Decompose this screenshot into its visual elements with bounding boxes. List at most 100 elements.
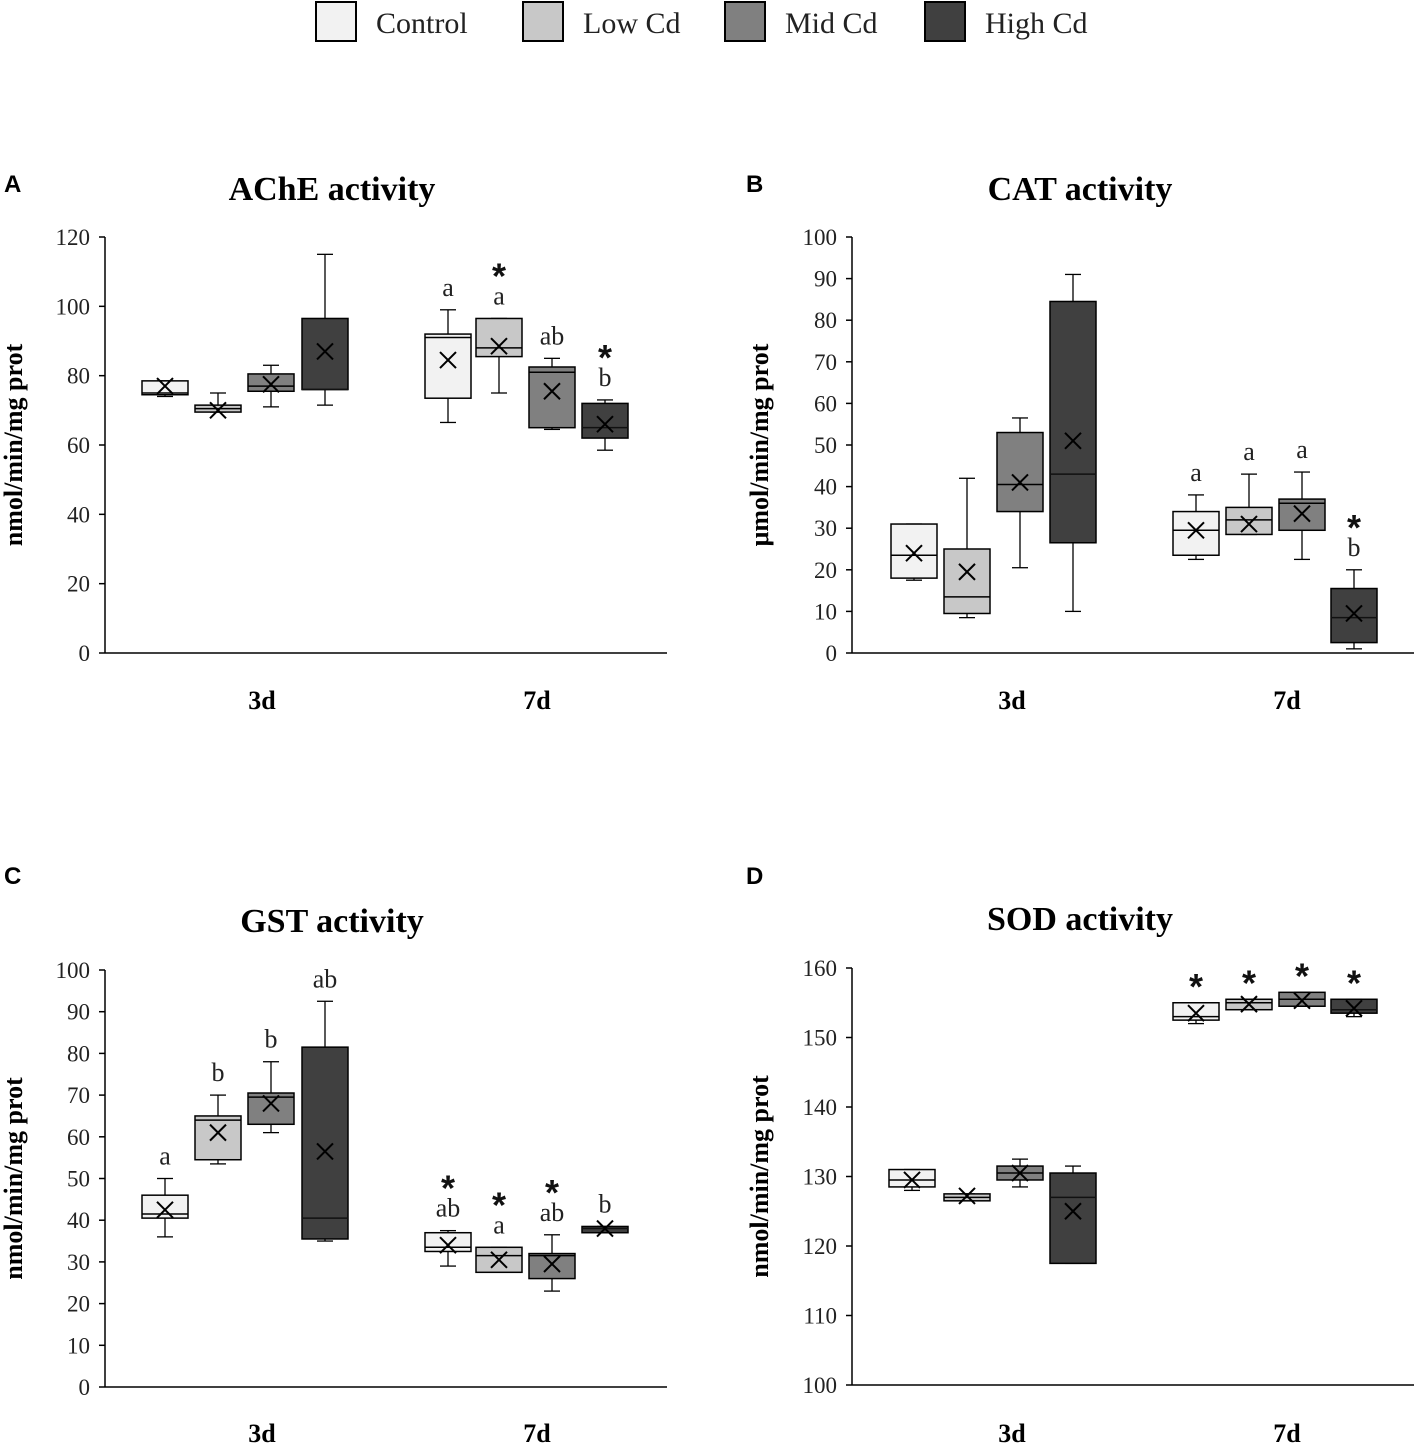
box-body [1172,510,1220,556]
significance-letter: b [265,1025,278,1054]
y-tick-label: 120 [803,1234,838,1259]
box-3d-1 [943,1187,991,1205]
box-body [1330,587,1378,644]
box-3d-1 [194,392,242,420]
significance-letter: ab [313,964,338,993]
significance-letter: a [159,1142,171,1171]
panel-letter: A [4,171,21,198]
significance-star: * [1347,962,1361,1003]
significance-letter: a [493,1210,505,1239]
significance-star: * [1189,966,1203,1007]
significance-letter: b [1348,533,1361,562]
box-3d-2 [996,417,1044,569]
y-axis-label: nmol/min/mg prot [745,1075,774,1278]
box-body [1172,1002,1220,1021]
mean-marker [958,1187,976,1205]
box-body [247,373,295,393]
mean-marker [1240,995,1258,1013]
significance-letter: ab [436,1194,461,1223]
y-axis-label: nmol/min/mg prot [0,1077,28,1280]
significance-star: * [492,1184,506,1225]
panel-c: C GST activity nmol/min/mg prot 0 10 20 30 40 50… [0,863,667,1443]
panel-b: B CAT activity μmol/min/mg prot 0 10 20 30 40 50… [745,171,1414,715]
legend-entry-3: High Cd [924,1,1088,42]
mean-marker [596,415,614,433]
mean-marker [1187,521,1205,539]
significance-letter: b [212,1058,225,1087]
y-tick-label: 80 [814,308,837,333]
mean-marker [905,544,923,562]
y-tick-label: 30 [814,516,837,541]
significance-star: * [1295,955,1309,996]
chart-panels: A AChE activity nmol/min/mg prot 0 20 40 60 80 1… [0,171,1414,1443]
y-tick-label: 40 [67,502,90,527]
box-3d-2: b [247,1025,295,1134]
y-tick-label: 30 [67,1250,90,1275]
y-tick-label: 20 [814,558,837,583]
box-3d-3: ab [301,964,349,1242]
box-7d-0: ab* [424,1168,472,1267]
y-tick-label: 10 [814,599,837,624]
mean-marker [1240,515,1258,533]
panel-letter: C [4,863,21,890]
y-tick-label: 150 [803,1026,838,1051]
y-tick-label: 110 [803,1304,837,1329]
box-body [301,317,349,391]
box-3d-2 [996,1158,1044,1188]
significance-star: * [492,255,506,296]
mean-marker [439,1236,457,1254]
box-3d-3 [301,253,349,406]
y-tick-label: 40 [814,475,837,500]
legend-swatch-3 [924,1,966,42]
significance-star: * [1347,507,1361,548]
mean-marker [209,401,227,420]
panel-letter: B [746,171,763,198]
chart-title: AChE activity [229,171,436,208]
mean-marker [1187,1004,1205,1022]
x-group-label: 7d [523,1419,551,1443]
mean-marker [903,1171,921,1189]
x-group-label: 3d [998,1419,1026,1443]
legend-entry-2: Mid Cd [724,1,878,42]
box-3d-1: b [194,1058,242,1165]
box-7d-3: b* [1330,507,1378,650]
mean-marker [1345,604,1363,623]
box-7d-0: a [1172,458,1220,561]
y-tick-label: 100 [803,225,838,250]
box-body [247,1092,295,1126]
box-body [475,317,523,358]
y-tick-label: 80 [67,1041,90,1066]
box-body [528,366,576,429]
y-tick-label: 100 [56,294,91,319]
legend-swatch-0 [315,1,357,42]
mean-marker [439,351,457,369]
box-7d-2: * [1278,955,1326,1010]
box-3d-0 [141,377,189,398]
mean-marker [490,337,508,355]
legend-swatch-1 [522,1,564,42]
box-7d-2: ab [528,321,576,431]
significance-letter: a [1243,437,1255,466]
legend-label-0: Control [376,7,468,40]
y-tick-label: 10 [67,1333,90,1358]
x-group-label: 3d [248,686,276,715]
mean-marker [1293,991,1311,1010]
box-3d-3 [1049,1165,1097,1265]
box-7d-2: a [1278,435,1326,561]
y-axis-label: nmol/min/mg prot [0,343,28,546]
box-body [528,1252,576,1280]
mean-marker [1011,473,1029,492]
box-body [424,1231,472,1253]
y-tick-label: 160 [803,956,838,981]
box-body [996,431,1044,513]
mean-marker [1293,504,1311,523]
box-7d-0: * [1172,966,1220,1025]
y-tick-label: 60 [814,391,837,416]
significance-letter: a [1190,458,1202,487]
box-7d-3: b [581,1189,629,1238]
mean-marker [1011,1164,1029,1182]
legend-entry-1: Low Cd [522,1,681,42]
mean-marker [156,1201,174,1219]
box-3d-1 [943,477,991,619]
box-3d-0: a [141,1142,189,1238]
